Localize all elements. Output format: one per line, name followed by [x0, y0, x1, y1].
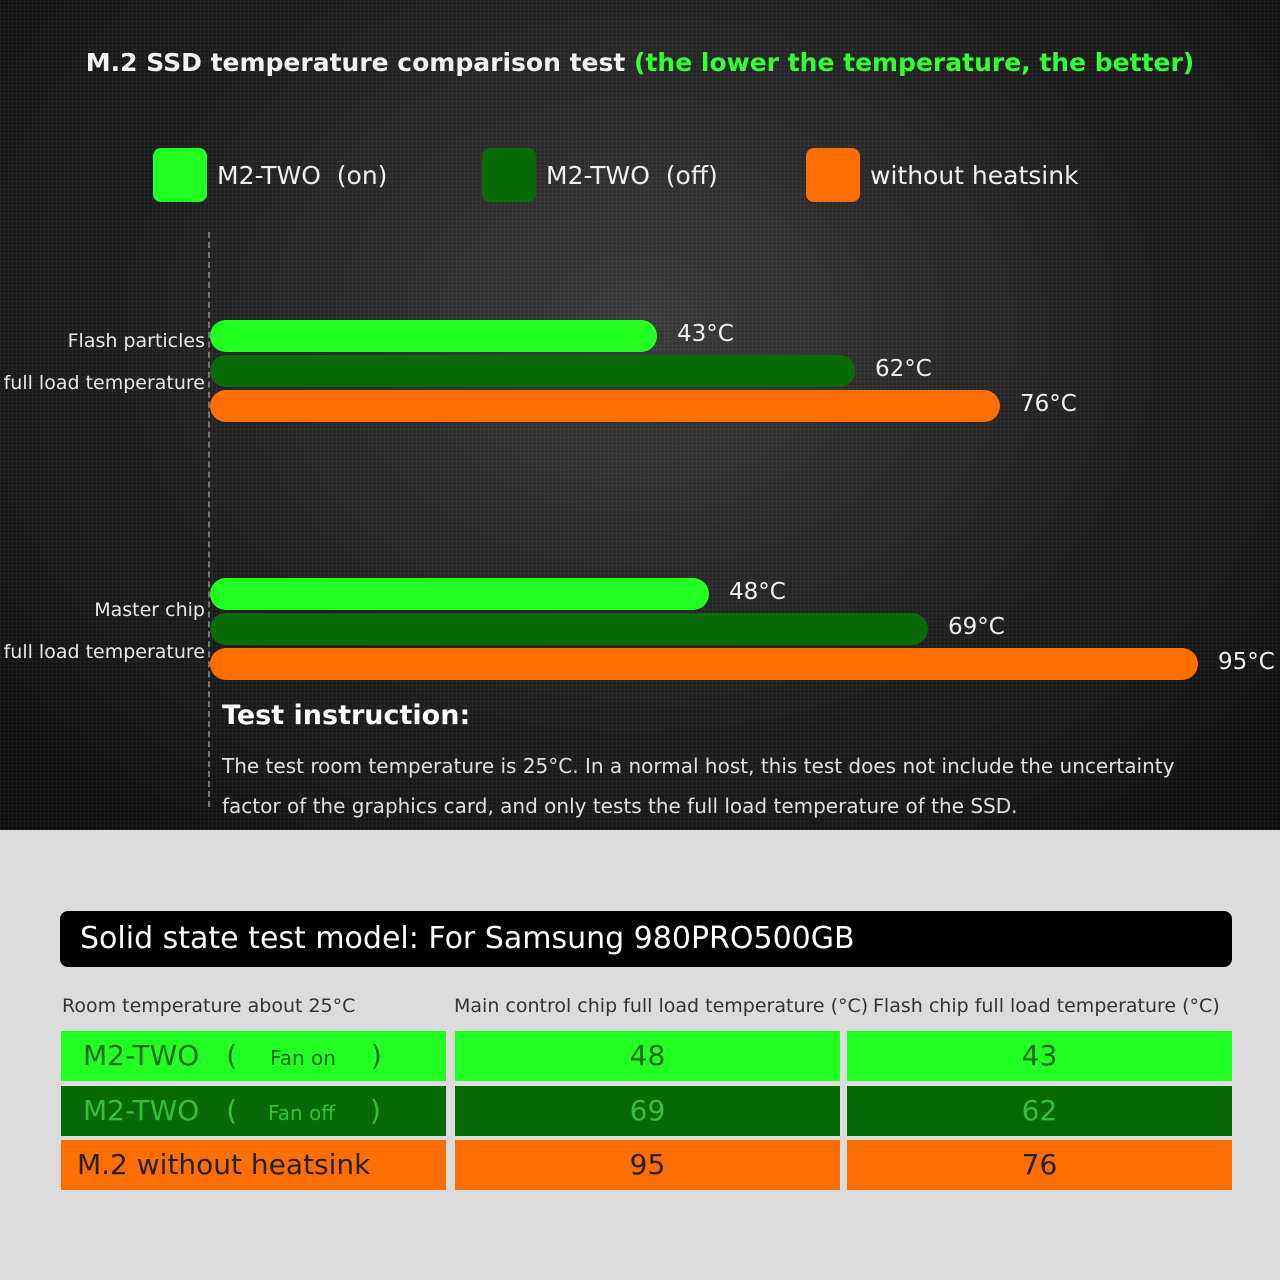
instruction-title: Test instruction: — [222, 700, 471, 731]
table-cell-main: 69 — [455, 1086, 840, 1136]
table-row-name: M2-TWO ( Fan off ) — [61, 1086, 446, 1136]
instruction-text: The test room temperature is 25°C. In a … — [222, 746, 1222, 826]
bar-value-label: 43°C — [677, 321, 734, 347]
bar-fan-off — [210, 355, 855, 387]
bar-value-label: 95°C — [1218, 649, 1275, 675]
bar-value-label: 62°C — [875, 356, 932, 382]
column-header-flash: Flash chip full load temperature (°C) — [873, 995, 1220, 1017]
bar-no-heatsink — [210, 390, 1000, 422]
legend-swatch-fan-on — [153, 148, 207, 202]
category-label-flash: Flash particles full load temperature — [3, 330, 205, 394]
category-label-master: Master chip full load temperature — [3, 599, 205, 663]
legend-item-fan-on: M2-TWO (on) — [153, 148, 387, 202]
legend-label: M2-TWO (off) — [546, 160, 718, 190]
bar-value-label: 76°C — [1020, 391, 1077, 417]
table-row-name: M2-TWO ( Fan on ) — [61, 1031, 446, 1081]
instruction-line: The test room temperature is 25°C. In a … — [222, 754, 1175, 778]
legend-label: M2-TWO (on) — [217, 160, 388, 190]
table-row-name: M.2 without heatsink — [61, 1140, 446, 1190]
table-cell-flash: 43 — [847, 1031, 1232, 1081]
legend-label: without heatsink — [870, 160, 1079, 190]
table-cell-flash: 62 — [847, 1086, 1232, 1136]
bar-fan-on — [210, 320, 657, 352]
y-axis-line — [208, 232, 210, 807]
legend-swatch-fan-off — [482, 148, 536, 202]
column-header-room: Room temperature about 25°C — [62, 995, 356, 1017]
chart-title: M.2 SSD temperature comparison test (the… — [0, 48, 1280, 77]
bar-fan-off — [210, 613, 928, 645]
chart-title-note: (the lower the temperature, the better) — [634, 48, 1195, 77]
bar-fan-on — [210, 578, 709, 610]
model-banner: Solid state test model: For Samsung 980P… — [60, 911, 1232, 967]
table-cell-main: 95 — [455, 1140, 840, 1190]
chart-title-main: M.2 SSD temperature comparison test — [85, 48, 626, 77]
table-cell-flash: 76 — [847, 1140, 1232, 1190]
bar-no-heatsink — [210, 648, 1198, 680]
instruction-line: factor of the graphics card, and only te… — [222, 794, 1018, 818]
column-header-main: Main control chip full load temperature … — [454, 995, 869, 1017]
legend-swatch-no-heatsink — [806, 148, 860, 202]
chart-panel: M.2 SSD temperature comparison test (the… — [0, 0, 1280, 830]
bar-value-label: 48°C — [729, 579, 786, 605]
legend-item-no-heatsink: without heatsink — [806, 148, 1079, 202]
bar-value-label: 69°C — [948, 614, 1005, 640]
legend-item-fan-off: M2-TWO (off) — [482, 148, 718, 202]
table-cell-main: 48 — [455, 1031, 840, 1081]
